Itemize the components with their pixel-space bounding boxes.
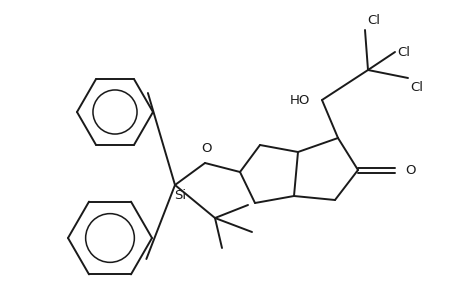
Text: Si: Si <box>174 189 185 202</box>
Text: O: O <box>404 164 414 176</box>
Text: O: O <box>202 142 212 155</box>
Text: Cl: Cl <box>396 46 409 59</box>
Text: Cl: Cl <box>409 81 422 94</box>
Text: Cl: Cl <box>366 14 379 27</box>
Text: HO: HO <box>289 94 309 106</box>
